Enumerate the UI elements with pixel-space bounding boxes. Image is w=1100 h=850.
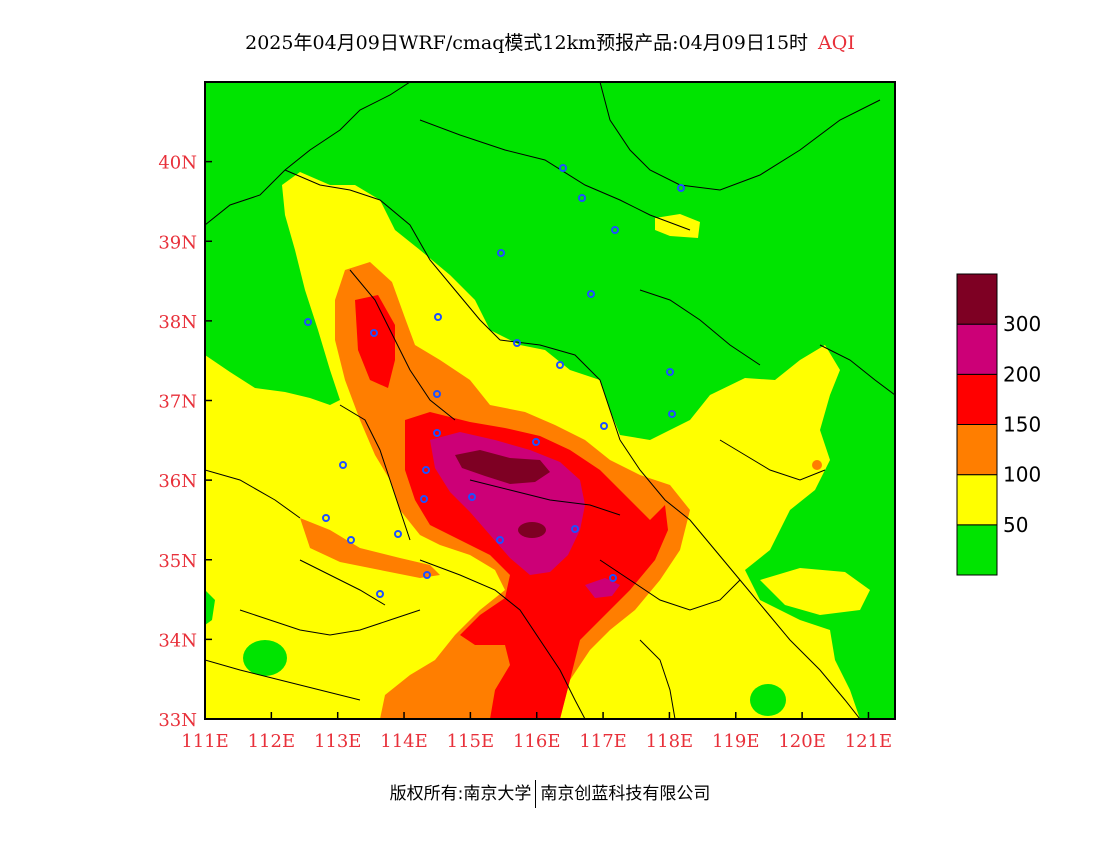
x-tick-label: 121E (845, 731, 893, 752)
x-tick-label: 112E (248, 731, 296, 752)
x-tick-label: 119E (712, 731, 760, 752)
legend-label: 50 (1003, 513, 1028, 537)
title-main: 2025年04月09日WRF/cmaq模式12km预报产品:04月09日15时 (245, 32, 809, 54)
y-axis: 33N 34N 35N 36N 37N 38N 39N 40N (158, 153, 212, 731)
x-tick-label: 116E (513, 731, 561, 752)
legend-swatch (956, 273, 998, 325)
y-tick-label: 35N (158, 551, 197, 572)
aqi-level-hazardous-patch (518, 522, 546, 538)
y-tick-label: 33N (158, 710, 197, 731)
y-tick-label: 34N (158, 630, 197, 651)
province-boundaries (205, 82, 895, 719)
aqi-level-very-unhealthy-patch (585, 578, 620, 598)
map-title: 2025年04月09日WRF/cmaq模式12km预报产品:04月09日15时 A… (0, 28, 1100, 55)
aqi-level-moderate-patch (655, 214, 700, 238)
legend-swatch (956, 424, 998, 476)
x-tick-label: 115E (447, 731, 495, 752)
map-plot-area (205, 82, 895, 719)
legend-swatch (956, 524, 998, 576)
legend-label: 200 (1003, 362, 1041, 386)
aqi-level-good-patch (243, 640, 287, 676)
x-tick-label: 114E (380, 731, 428, 752)
aqi-level-sensitive-patch (812, 460, 822, 470)
aqi-level-hazardous (455, 450, 550, 484)
title-variable: AQI (818, 32, 855, 54)
x-tick-label: 117E (579, 731, 627, 752)
aqi-legend: 50 100 150 200 300 (956, 273, 1041, 576)
legend-label: 150 (1003, 413, 1041, 437)
aqi-level-sensitive-patch (300, 518, 440, 578)
legend-swatch (956, 323, 998, 375)
x-tick-label: 111E (181, 731, 229, 752)
y-tick-label: 40N (158, 153, 197, 174)
legend-swatch (956, 373, 998, 426)
y-tick-label: 36N (158, 471, 197, 492)
legend-swatch (956, 474, 998, 526)
aqi-level-unhealthy (355, 295, 395, 388)
x-tick-label: 113E (314, 731, 362, 752)
legend-label: 100 (1003, 463, 1041, 487)
x-tick-label: 118E (646, 731, 694, 752)
copyright-footer: 版权所有:南京大学 南京创蓝科技有限公司 (0, 779, 1100, 808)
x-axis: 111E 112E 113E 114E 115E 116E 117E 118E 119E 120E… (181, 712, 892, 752)
footer-separator (535, 780, 537, 808)
copyright-right: 南京创蓝科技有限公司 (540, 784, 711, 804)
aqi-level-moderate-patch (760, 568, 870, 615)
y-tick-label: 37N (158, 392, 197, 413)
aqi-level-good-patch (205, 590, 215, 625)
city-markers (304, 164, 685, 598)
legend-label: 300 (1003, 312, 1041, 336)
x-tick-label: 120E (778, 731, 826, 752)
y-tick-label: 39N (158, 232, 197, 253)
aqi-level-good-patch (750, 684, 786, 716)
copyright-left: 版权所有:南京大学 (389, 784, 532, 804)
y-tick-label: 38N (158, 312, 197, 333)
